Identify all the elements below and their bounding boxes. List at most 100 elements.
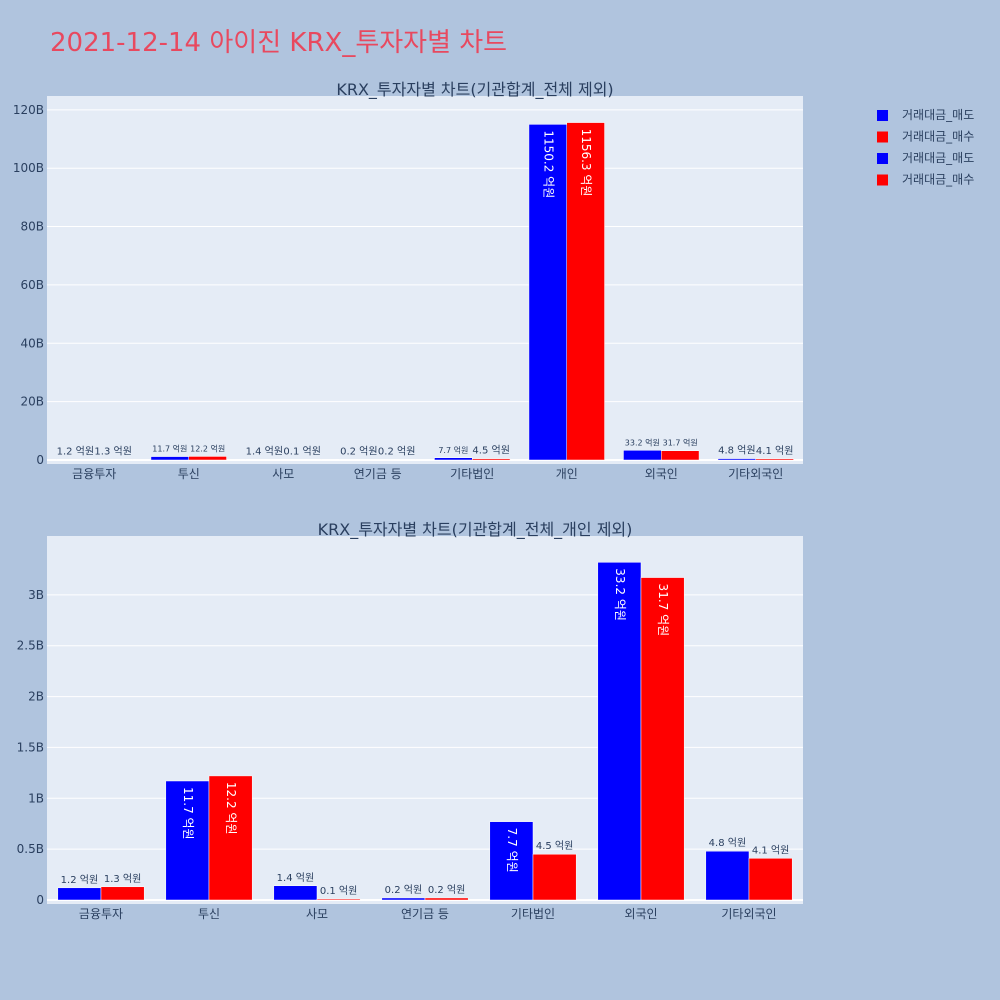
legend-swatch bbox=[877, 153, 888, 164]
y-tick-label: 2.5B bbox=[17, 639, 44, 653]
data-label: 1.3 억원 bbox=[94, 446, 131, 458]
data-label: 1.2 억원 bbox=[61, 874, 98, 886]
data-label: 1.4 억원 bbox=[277, 872, 314, 884]
bar-buy bbox=[208, 775, 253, 901]
data-label: 4.1 억원 bbox=[756, 445, 793, 457]
bar-sell bbox=[165, 780, 210, 901]
data-label: 0.1 억원 bbox=[283, 446, 320, 458]
bar-sell bbox=[528, 124, 568, 461]
data-label: 4.8 억원 bbox=[718, 445, 755, 457]
x-tick-label: 외국인 bbox=[624, 907, 657, 921]
bar-sell bbox=[381, 897, 426, 901]
x-tick-label: 기타외국인 bbox=[728, 467, 783, 481]
data-label: 1156.3 억원 bbox=[579, 129, 593, 197]
chart-title: KRX_투자자별 차트(기관합계_전체 제외) bbox=[336, 80, 613, 100]
bar-buy bbox=[640, 577, 685, 901]
bar-sell bbox=[56, 459, 95, 461]
data-label: 0.2 억원 bbox=[378, 446, 415, 458]
data-label: 1150.2 억원 bbox=[541, 130, 555, 198]
data-label: 11.7 억원 bbox=[181, 787, 195, 840]
data-label: 33.2 억원 bbox=[625, 437, 660, 447]
x-tick-label: 금융투자 bbox=[72, 467, 116, 481]
bar-sell bbox=[57, 887, 102, 901]
bar-buy bbox=[100, 886, 145, 901]
bar-sell bbox=[489, 821, 534, 901]
x-tick-label: 개인 bbox=[556, 467, 578, 481]
data-label: 4.5 억원 bbox=[472, 445, 509, 457]
bar-sell bbox=[150, 456, 189, 461]
bar-sell bbox=[245, 459, 284, 461]
bar-buy bbox=[472, 458, 511, 461]
bar-buy bbox=[316, 898, 361, 901]
data-label: 4.1 억원 bbox=[752, 844, 789, 856]
data-label: 31.7 억원 bbox=[663, 438, 698, 448]
chart-1: 0 20B 40B 60B 80B 100B 120B KRX_투자자별 차트(기관합계_전체… bbox=[13, 80, 803, 481]
x-tick-label: 외국인 bbox=[645, 467, 678, 481]
legend-swatch bbox=[877, 131, 888, 143]
data-label: 1.3 억원 bbox=[104, 873, 141, 885]
y-tick-label: 100B bbox=[13, 161, 44, 175]
legend-swatch bbox=[877, 110, 888, 121]
chart-2: 0 0.5B 1B 1.5B 2B 2.5B 3B KRX_투자자별 차트(기관합계_전체_개… bbox=[17, 520, 803, 921]
legend-label: 거래대금_매수 bbox=[902, 173, 974, 187]
data-label: 7.7 억원 bbox=[505, 828, 519, 873]
y-tick-label: 120B bbox=[13, 103, 44, 117]
data-label: 7.7 억원 bbox=[438, 445, 468, 455]
data-label: 1.2 억원 bbox=[57, 446, 94, 458]
data-label: 12.2 억원 bbox=[224, 782, 238, 835]
bar-buy bbox=[424, 897, 469, 901]
legend-label: 거래대금_매도 bbox=[902, 151, 974, 165]
bar-sell bbox=[597, 562, 642, 901]
y-tick-label: 1B bbox=[28, 791, 44, 805]
bar-buy bbox=[532, 853, 577, 901]
page-title: 2021-12-14 아이진 KRX_투자자별 차트 bbox=[50, 28, 508, 58]
bar-sell bbox=[434, 457, 473, 461]
bar-buy bbox=[283, 459, 322, 461]
x-tick-label: 금융투자 bbox=[79, 907, 123, 921]
data-label: 4.5 억원 bbox=[536, 840, 573, 852]
x-tick-label: 연기금 등 bbox=[354, 467, 402, 481]
legend-label: 거래대금_매도 bbox=[902, 108, 974, 122]
data-label: 12.2 억원 bbox=[190, 443, 225, 453]
y-tick-label: 40B bbox=[20, 336, 44, 350]
bar-buy bbox=[661, 450, 700, 461]
plot-area bbox=[47, 96, 803, 464]
y-tick-label: 3B bbox=[28, 588, 44, 602]
y-tick-label: 0 bbox=[36, 893, 44, 907]
x-tick-label: 기타법인 bbox=[450, 467, 494, 481]
bar-buy bbox=[748, 858, 793, 901]
bar-buy bbox=[377, 459, 416, 461]
x-tick-label: 기타외국인 bbox=[721, 907, 776, 921]
bar-buy bbox=[94, 459, 133, 461]
x-tick-label: 사모 bbox=[306, 907, 328, 921]
x-tick-label: 기타법인 bbox=[511, 907, 555, 921]
y-tick-label: 60B bbox=[20, 278, 44, 292]
data-label: 0.1 억원 bbox=[320, 885, 357, 897]
bar-buy bbox=[755, 458, 794, 461]
data-label: 1.4 억원 bbox=[246, 446, 283, 458]
data-label: 31.7 억원 bbox=[656, 584, 670, 637]
data-label: 0.2 억원 bbox=[340, 446, 377, 458]
y-tick-label: 2B bbox=[28, 690, 44, 704]
y-tick-label: 1.5B bbox=[17, 740, 44, 754]
data-label: 4.8 억원 bbox=[709, 837, 746, 849]
chart-title: KRX_투자자별 차트(기관합계_전체_개인 제외) bbox=[318, 520, 633, 540]
data-label: 0.2 억원 bbox=[428, 884, 465, 896]
data-label: 11.7 억원 bbox=[152, 444, 187, 454]
x-tick-label: 투신 bbox=[198, 907, 220, 921]
y-tick-label: 20B bbox=[20, 395, 44, 409]
legend-swatch bbox=[877, 174, 888, 186]
x-tick-label: 연기금 등 bbox=[401, 907, 449, 921]
data-label: 0.2 억원 bbox=[385, 884, 422, 896]
bar-sell bbox=[705, 850, 750, 901]
bar-buy bbox=[566, 122, 605, 461]
x-tick-label: 사모 bbox=[272, 467, 294, 481]
y-tick-label: 80B bbox=[20, 220, 44, 234]
bar-sell bbox=[717, 458, 757, 461]
bar-sell bbox=[623, 450, 662, 461]
y-tick-label: 0 bbox=[36, 453, 44, 467]
bar-buy bbox=[188, 456, 227, 461]
y-tick-label: 0.5B bbox=[17, 842, 44, 856]
